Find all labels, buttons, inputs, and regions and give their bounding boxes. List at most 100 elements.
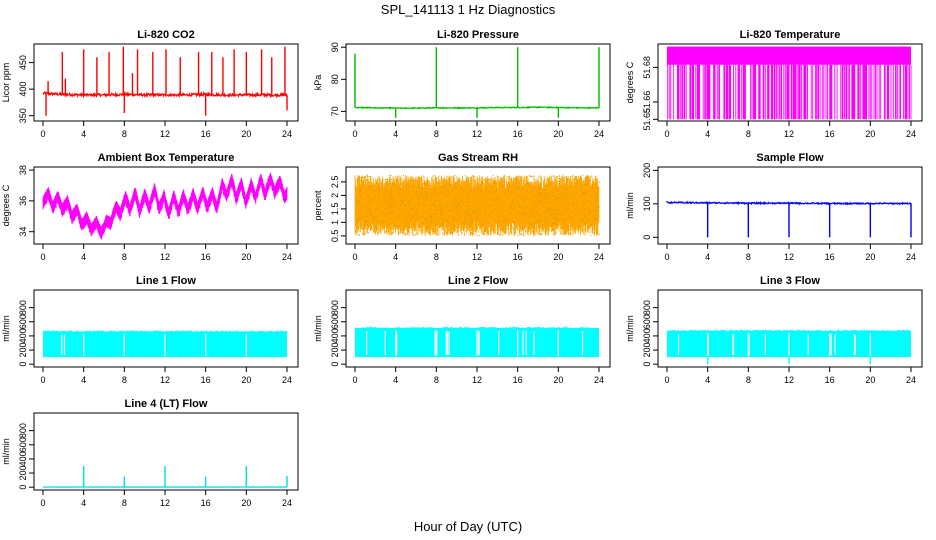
y-tick-label: 1 <box>330 220 340 225</box>
x-tick-label: 16 <box>201 129 211 139</box>
x-tick-label: 0 <box>352 375 357 385</box>
plot-frame <box>33 43 299 122</box>
plot-frame <box>657 289 923 368</box>
y-tick-label: 800 <box>18 300 28 315</box>
panel-9: Line 3 Flow ml/min 0 4 8 12 16 20 24 0 20040060080… <box>625 275 923 385</box>
y-tick-label: 38 <box>18 165 28 175</box>
series <box>42 172 288 240</box>
panel-title: Line 2 Flow <box>448 275 508 287</box>
panel-10: Line 4 (LT) Flow ml/min 0 4 8 12 16 20 24 0 200400… <box>1 398 299 508</box>
panel-title: Li-820 Temperature <box>740 29 841 41</box>
x-tick-label: 0 <box>352 129 357 139</box>
y-tick-label: 2.5 <box>330 176 340 189</box>
y-axis: 34 36 38 <box>18 165 34 237</box>
series <box>42 330 288 358</box>
x-tick-label: 4 <box>393 375 398 385</box>
y-axis-label: degrees C <box>625 61 635 103</box>
y-axis-label: kPa <box>313 75 323 91</box>
y-tick-label: 90 <box>330 42 340 52</box>
x-tick-label: 8 <box>434 252 439 262</box>
series <box>354 174 600 237</box>
panel-7: Line 1 Flow ml/min 0 4 8 12 16 20 24 0 20040060080… <box>1 275 299 385</box>
x-tick-label: 8 <box>434 375 439 385</box>
x-tick-label: 4 <box>705 252 710 262</box>
x-axis: 0 4 8 12 16 20 24 <box>352 367 604 385</box>
x-tick-label: 16 <box>513 375 523 385</box>
x-tick-label: 12 <box>160 375 170 385</box>
panel-title: Line 4 (LT) Flow <box>125 398 208 410</box>
y-tick-label: 200 <box>18 466 28 481</box>
y-tick-label: 70 <box>330 106 340 116</box>
x-axis: 0 4 8 12 16 20 24 <box>352 244 604 262</box>
y-tick-label: 400 <box>18 451 28 466</box>
y-axis-label: ml/min <box>313 315 323 342</box>
x-tick-label: 12 <box>160 498 170 508</box>
panel-title: Line 3 Flow <box>760 275 820 287</box>
panel-title: Gas Stream RH <box>438 152 518 164</box>
y-axis-label: degrees C <box>1 184 11 226</box>
x-tick-label: 20 <box>241 375 251 385</box>
y-tick-label: 600 <box>18 437 28 452</box>
series <box>666 200 912 238</box>
plot-frame <box>345 43 611 122</box>
x-tick-label: 24 <box>282 375 292 385</box>
x-tick-label: 24 <box>906 252 916 262</box>
y-tick-label: 200 <box>330 343 340 358</box>
x-tick-label: 12 <box>472 252 482 262</box>
x-tick-label: 4 <box>705 375 710 385</box>
x-tick-label: 4 <box>393 252 398 262</box>
series-line <box>42 90 288 99</box>
plot-frame <box>345 289 611 368</box>
y-tick-label: 400 <box>18 82 28 97</box>
x-tick-label: 16 <box>513 129 523 139</box>
panel-title: Li-820 CO2 <box>137 29 194 41</box>
y-tick-label: 600 <box>642 314 652 329</box>
y-tick-label: 0 <box>18 485 28 490</box>
panel-3: Li-820 Temperature degrees C 0 4 8 12 16 20 24 51… <box>625 29 923 139</box>
x-tick-label: 24 <box>906 375 916 385</box>
band-edge <box>354 326 600 330</box>
x-axis: 0 4 8 12 16 20 24 <box>40 121 292 139</box>
y-tick-label: 0.5 <box>330 230 340 243</box>
y-tick-label: 0 <box>642 362 652 367</box>
panel-title: Ambient Box Temperature <box>98 152 235 164</box>
x-tick-label: 0 <box>664 129 669 139</box>
y-tick-label: 800 <box>642 300 652 315</box>
x-tick-label: 4 <box>81 129 86 139</box>
x-tick-label: 8 <box>746 375 751 385</box>
y-tick-label: 600 <box>18 314 28 329</box>
x-tick-label: 24 <box>594 129 604 139</box>
x-tick-label: 24 <box>594 375 604 385</box>
band-edge <box>666 329 912 333</box>
panel-2: Li-820 Pressure kPa 0 4 8 12 16 20 24 70 80 90 <box>313 29 611 139</box>
y-tick-label: 51.66 <box>642 91 652 114</box>
x-axis: 0 4 8 12 16 20 24 <box>664 244 916 262</box>
series <box>667 46 912 120</box>
band-gaps <box>366 330 584 357</box>
panel-5: Gas Stream RH percent 0 4 8 12 16 20 24 0.5 1 1.5 2 2… <box>313 152 611 262</box>
x-tick-label: 0 <box>40 252 45 262</box>
x-tick-label: 4 <box>81 252 86 262</box>
y-tick-label: 200 <box>642 163 652 178</box>
plot-frame <box>33 166 299 245</box>
panel-1: Li-820 CO2 Licor ppm 0 4 8 12 16 20 24 350 400 450 <box>1 29 299 139</box>
panel-title: Line 1 Flow <box>136 275 196 287</box>
series <box>43 465 288 488</box>
band-edge <box>42 330 288 334</box>
x-tick-label: 0 <box>40 375 45 385</box>
x-tick-label: 24 <box>906 129 916 139</box>
band-gaps <box>677 333 871 357</box>
plot-frame <box>33 289 299 368</box>
x-tick-label: 8 <box>122 129 127 139</box>
x-tick-label: 0 <box>664 252 669 262</box>
x-tick-label: 20 <box>553 129 563 139</box>
y-tick-label: 0 <box>330 362 340 367</box>
y-tick-label: 0 <box>642 235 652 240</box>
series-scatter <box>354 175 600 236</box>
x-tick-label: 12 <box>784 129 794 139</box>
x-tick-label: 8 <box>122 375 127 385</box>
x-tick-label: 0 <box>664 375 669 385</box>
